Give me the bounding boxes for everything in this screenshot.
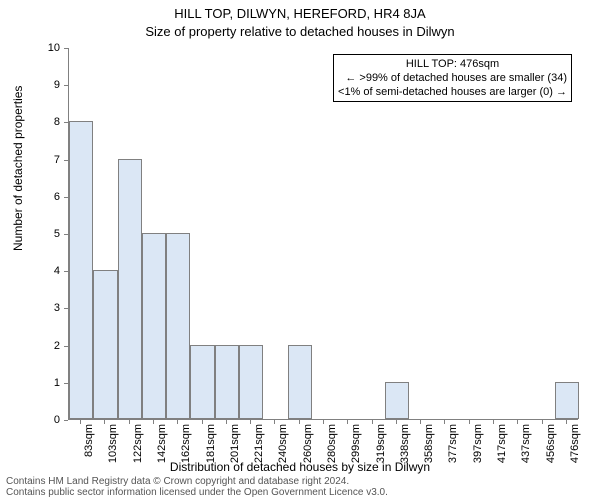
annotation-head: HILL TOP: 476sqm [338,57,567,71]
x-tick-mark [274,420,275,424]
plot-area: HILL TOP: 476sqm ← >99% of detached hous… [68,48,578,420]
x-tick-mark [202,420,203,424]
annotation-content: HILL TOP: 476sqm ← >99% of detached hous… [333,54,572,102]
y-tick-label: 0 [0,414,60,426]
bar [118,159,142,419]
x-tick-mark [299,420,300,424]
x-tick-mark [469,420,470,424]
bar [385,382,409,419]
chart-title-address: HILL TOP, DILWYN, HEREFORD, HR4 8JA [0,6,600,21]
y-tick-label: 6 [0,191,60,203]
y-tick-label: 1 [0,377,60,389]
x-tick-mark [129,420,130,424]
x-tick-mark [566,420,567,424]
annotation-box: HILL TOP: 476sqm ← >99% of detached hous… [333,54,572,102]
x-axis-label: Distribution of detached houses by size … [0,460,600,474]
chart-container: HILL TOP, DILWYN, HEREFORD, HR4 8JA Size… [0,0,600,500]
bar [215,345,239,419]
x-tick-mark [372,420,373,424]
x-tick-mark [153,420,154,424]
y-tick-label: 10 [0,42,60,54]
x-tick-mark [517,420,518,424]
x-tick-mark [250,420,251,424]
y-tick-mark [64,420,68,421]
annotation-line1: ← >99% of detached houses are smaller (3… [338,71,567,85]
bar [190,345,214,419]
bar [93,270,117,419]
x-tick-mark [444,420,445,424]
bar [69,121,93,419]
bar [288,345,312,419]
x-tick-mark [420,420,421,424]
x-tick-mark [323,420,324,424]
x-tick-mark [347,420,348,424]
bar [239,345,263,419]
footer-line2: Contains public sector information licen… [6,487,388,498]
y-tick-label: 2 [0,340,60,352]
y-tick-label: 3 [0,302,60,314]
chart-title-desc: Size of property relative to detached ho… [0,24,600,39]
footer-line1: Contains HM Land Registry data © Crown c… [6,476,388,487]
footer-attribution: Contains HM Land Registry data © Crown c… [6,476,388,498]
x-tick-mark [542,420,543,424]
annotation-line2: <1% of semi-detached houses are larger (… [338,85,567,99]
bar [142,233,166,419]
y-tick-label: 4 [0,265,60,277]
x-tick-mark [493,420,494,424]
y-tick-label: 9 [0,79,60,91]
bar [555,382,579,419]
x-tick-mark [226,420,227,424]
y-tick-label: 8 [0,116,60,128]
bar [166,233,190,419]
x-tick-mark [177,420,178,424]
y-tick-label: 7 [0,154,60,166]
x-tick-mark [396,420,397,424]
y-axis-label-text: Number of detached properties [11,86,25,251]
x-tick-mark [104,420,105,424]
y-tick-label: 5 [0,228,60,240]
x-tick-mark [80,420,81,424]
